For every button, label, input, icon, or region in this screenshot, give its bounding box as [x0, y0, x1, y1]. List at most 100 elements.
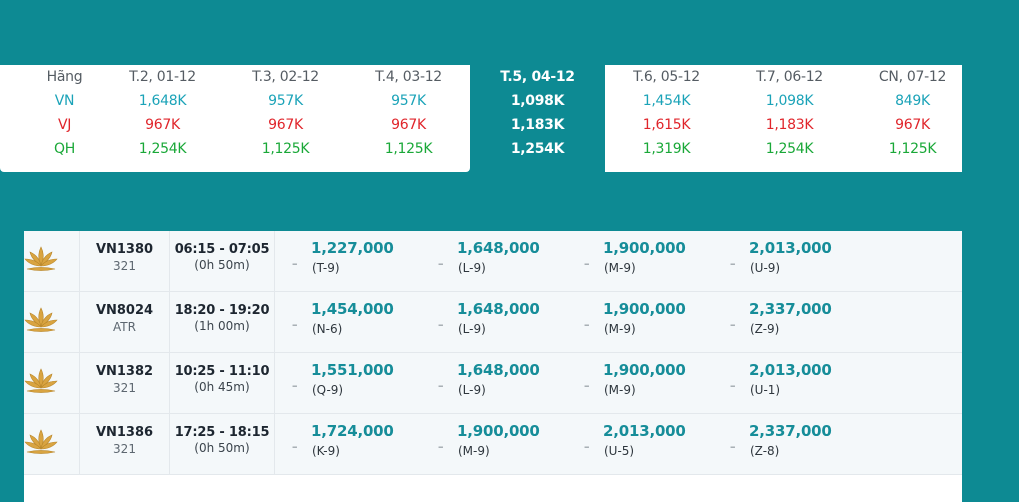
- fare-class: (Q-9): [312, 383, 344, 397]
- flight-list: VN1380 321 06:15 - 07:05 (0h 50m) – 1,22…: [24, 231, 962, 502]
- fare-price[interactable]: 1,900,000: [457, 422, 540, 440]
- airline-logo: [24, 231, 80, 291]
- day-header[interactable]: T.2, 01-12: [129, 69, 196, 85]
- qh-min-price[interactable]: 1,125K: [888, 141, 937, 157]
- vn-min-price[interactable]: 1,648K: [138, 93, 187, 109]
- vj-min-price[interactable]: 967K: [391, 117, 426, 133]
- fare-price[interactable]: 1,900,000: [603, 300, 686, 318]
- fare-option[interactable]: – 2,337,000 (Z-8): [712, 414, 858, 474]
- fare-price[interactable]: 2,013,000: [749, 239, 832, 257]
- qh-min-price[interactable]: 1,254K: [510, 141, 565, 157]
- flight-time: 17:25 - 18:15: [174, 425, 270, 440]
- fare-price[interactable]: 2,337,000: [749, 300, 832, 318]
- lotus-icon: [24, 429, 58, 454]
- calendar-day-column-selected[interactable]: T.5, 04-12 1,098K 1,183K 1,254K: [476, 65, 599, 161]
- lotus-icon: [24, 246, 58, 271]
- calendar-day-column[interactable]: T.3, 02-12 957K 967K 1,125K: [224, 65, 347, 161]
- fare-option[interactable]: – 1,551,000 (Q-9): [274, 353, 420, 413]
- vj-min-price[interactable]: 967K: [268, 117, 303, 133]
- qh-min-price[interactable]: 1,125K: [384, 141, 433, 157]
- fare-class: (Z-9): [750, 322, 780, 336]
- airline-column: Hãng VN VJ QH: [3, 65, 126, 161]
- qh-min-price[interactable]: 1,319K: [642, 141, 691, 157]
- day-header[interactable]: T.5, 04-12: [500, 69, 575, 85]
- vn-min-price[interactable]: 1,098K: [765, 93, 814, 109]
- fare-price[interactable]: 1,648,000: [457, 361, 540, 379]
- fare-option[interactable]: – 1,227,000 (T-9): [274, 231, 420, 291]
- fare-price[interactable]: 1,227,000: [311, 239, 394, 257]
- fare-option[interactable]: – 2,013,000 (U-5): [566, 414, 712, 474]
- flight-number-cell: VN1386 321: [80, 414, 170, 474]
- vn-min-price[interactable]: 849K: [895, 93, 930, 109]
- fare-option[interactable]: – 1,648,000 (L-9): [420, 292, 566, 352]
- flight-duration: (0h 50m): [194, 441, 250, 455]
- lotus-icon: [24, 307, 58, 332]
- fare-price[interactable]: 1,551,000: [311, 361, 394, 379]
- day-header[interactable]: T.3, 02-12: [252, 69, 319, 85]
- aircraft-type: 321: [113, 259, 136, 273]
- day-header[interactable]: T.7, 06-12: [756, 69, 823, 85]
- fare-option[interactable]: – 1,900,000 (M-9): [566, 292, 712, 352]
- flight-time-cell: 18:20 - 19:20 (1h 00m): [170, 292, 275, 352]
- calendar-panel-left: [0, 65, 470, 172]
- calendar-day-column[interactable]: T.7, 06-12 1,098K 1,183K 1,254K: [728, 65, 851, 161]
- calendar-day-column[interactable]: T.6, 05-12 1,454K 1,615K 1,319K: [605, 65, 728, 161]
- fare-option[interactable]: – 1,900,000 (M-9): [566, 353, 712, 413]
- day-header[interactable]: T.4, 03-12: [375, 69, 442, 85]
- aircraft-type: 321: [113, 442, 136, 456]
- fare-price[interactable]: 1,900,000: [603, 239, 686, 257]
- lotus-icon: [24, 368, 58, 393]
- qh-min-price[interactable]: 1,254K: [765, 141, 814, 157]
- fare-separator: –: [438, 440, 444, 453]
- aircraft-type: ATR: [113, 320, 136, 334]
- fare-price[interactable]: 1,648,000: [457, 300, 540, 318]
- fare-option[interactable]: – 1,900,000 (M-9): [566, 231, 712, 291]
- calendar-day-column[interactable]: T.4, 03-12 957K 967K 1,125K: [347, 65, 470, 161]
- fare-price[interactable]: 2,013,000: [749, 361, 832, 379]
- calendar-day-column[interactable]: T.2, 01-12 1,648K 967K 1,254K: [101, 65, 224, 161]
- airline-logo: [24, 414, 80, 474]
- fare-class: (L-9): [458, 322, 486, 336]
- fare-class: (U-5): [604, 444, 635, 458]
- vn-min-price[interactable]: 957K: [268, 93, 303, 109]
- vj-min-price[interactable]: 967K: [145, 117, 180, 133]
- day-header[interactable]: CN, 07-12: [878, 69, 947, 85]
- vj-min-price[interactable]: 967K: [895, 117, 930, 133]
- vn-min-price[interactable]: 957K: [391, 93, 426, 109]
- flight-number: VN1386: [95, 425, 154, 440]
- calendar-day-column[interactable]: CN, 07-12 849K 967K 1,125K: [851, 65, 974, 161]
- day-header[interactable]: T.6, 05-12: [633, 69, 700, 85]
- fare-price[interactable]: 1,724,000: [311, 422, 394, 440]
- fare-option[interactable]: – 1,648,000 (L-9): [420, 353, 566, 413]
- fare-option[interactable]: – 1,724,000 (K-9): [274, 414, 420, 474]
- vn-min-price[interactable]: 1,454K: [642, 93, 691, 109]
- fare-price[interactable]: 1,648,000: [457, 239, 540, 257]
- vj-min-price[interactable]: 1,615K: [642, 117, 691, 133]
- fare-price[interactable]: 2,337,000: [749, 422, 832, 440]
- flight-number: VN8024: [95, 303, 154, 318]
- qh-min-price[interactable]: 1,254K: [138, 141, 187, 157]
- fare-option[interactable]: – 2,013,000 (U-9): [712, 231, 858, 291]
- fare-option[interactable]: – 2,337,000 (Z-9): [712, 292, 858, 352]
- fare-price[interactable]: 1,900,000: [603, 361, 686, 379]
- fare-option[interactable]: – 1,454,000 (N-6): [274, 292, 420, 352]
- vj-min-price[interactable]: 1,183K: [510, 117, 565, 133]
- vj-min-price[interactable]: 1,183K: [765, 117, 814, 133]
- airline-code-qh: QH: [54, 141, 75, 157]
- flight-row: VN1386 321 17:25 - 18:15 (0h 50m) – 1,72…: [24, 414, 962, 475]
- fare-price[interactable]: 1,454,000: [311, 300, 394, 318]
- fare-option[interactable]: – 1,900,000 (M-9): [420, 414, 566, 474]
- flight-row: VN8024 ATR 18:20 - 19:20 (1h 00m) – 1,45…: [24, 292, 962, 353]
- fare-separator: –: [584, 440, 590, 453]
- vn-min-price[interactable]: 1,098K: [510, 93, 565, 109]
- fare-separator: –: [584, 257, 590, 270]
- fare-separator: –: [292, 379, 298, 392]
- fare-separator: –: [292, 318, 298, 331]
- qh-min-price[interactable]: 1,125K: [261, 141, 310, 157]
- fare-price[interactable]: 2,013,000: [603, 422, 686, 440]
- flight-time-cell: 06:15 - 07:05 (0h 50m): [170, 231, 275, 291]
- fare-separator: –: [438, 379, 444, 392]
- fare-class: (L-9): [458, 383, 486, 397]
- fare-option[interactable]: – 2,013,000 (U-1): [712, 353, 858, 413]
- fare-option[interactable]: – 1,648,000 (L-9): [420, 231, 566, 291]
